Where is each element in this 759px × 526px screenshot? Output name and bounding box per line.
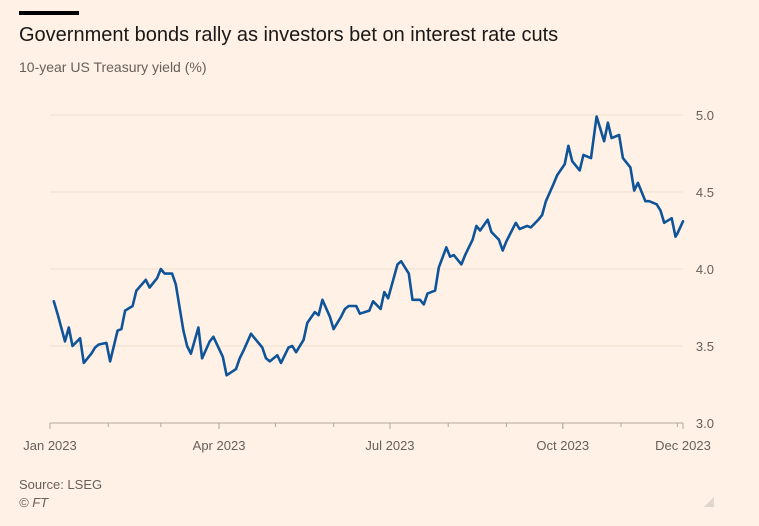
x-tick-label: Jul 2023 bbox=[365, 438, 414, 453]
chart-subtitle: 10-year US Treasury yield (%) bbox=[19, 59, 207, 75]
y-tick-label: 4.5 bbox=[696, 185, 714, 200]
copyright-credit: © FT bbox=[19, 495, 49, 510]
x-tick-label: Jan 2023 bbox=[23, 438, 77, 453]
y-tick-label: 3.0 bbox=[696, 416, 714, 431]
series-group bbox=[52, 115, 685, 377]
x-axis: Jan 2023 Apr 2023 Jul 2023 Oct 2023 Dec 2023 bbox=[23, 423, 711, 453]
y-tick-label: 3.5 bbox=[696, 339, 714, 354]
gridlines bbox=[50, 114, 683, 424]
x-tick-label: Apr 2023 bbox=[193, 438, 246, 453]
y-tick-label: 5.0 bbox=[696, 108, 714, 123]
x-tick-label: Oct 2023 bbox=[536, 438, 589, 453]
y-axis: 3.0 3.5 4.0 4.5 5.0 bbox=[696, 108, 714, 431]
chart-title: Government bonds rally as investors bet … bbox=[19, 24, 559, 46]
resize-handle-icon[interactable] bbox=[704, 497, 714, 507]
line-chart: Jan 2023 Apr 2023 Jul 2023 Oct 2023 Dec 2023… bbox=[23, 108, 714, 453]
y-tick-label: 4.0 bbox=[696, 262, 714, 277]
x-tick-label: Dec 2023 bbox=[655, 438, 711, 453]
source-note: Source: LSEG bbox=[19, 477, 103, 492]
top-accent-bar bbox=[19, 11, 79, 15]
series-line bbox=[52, 115, 685, 377]
